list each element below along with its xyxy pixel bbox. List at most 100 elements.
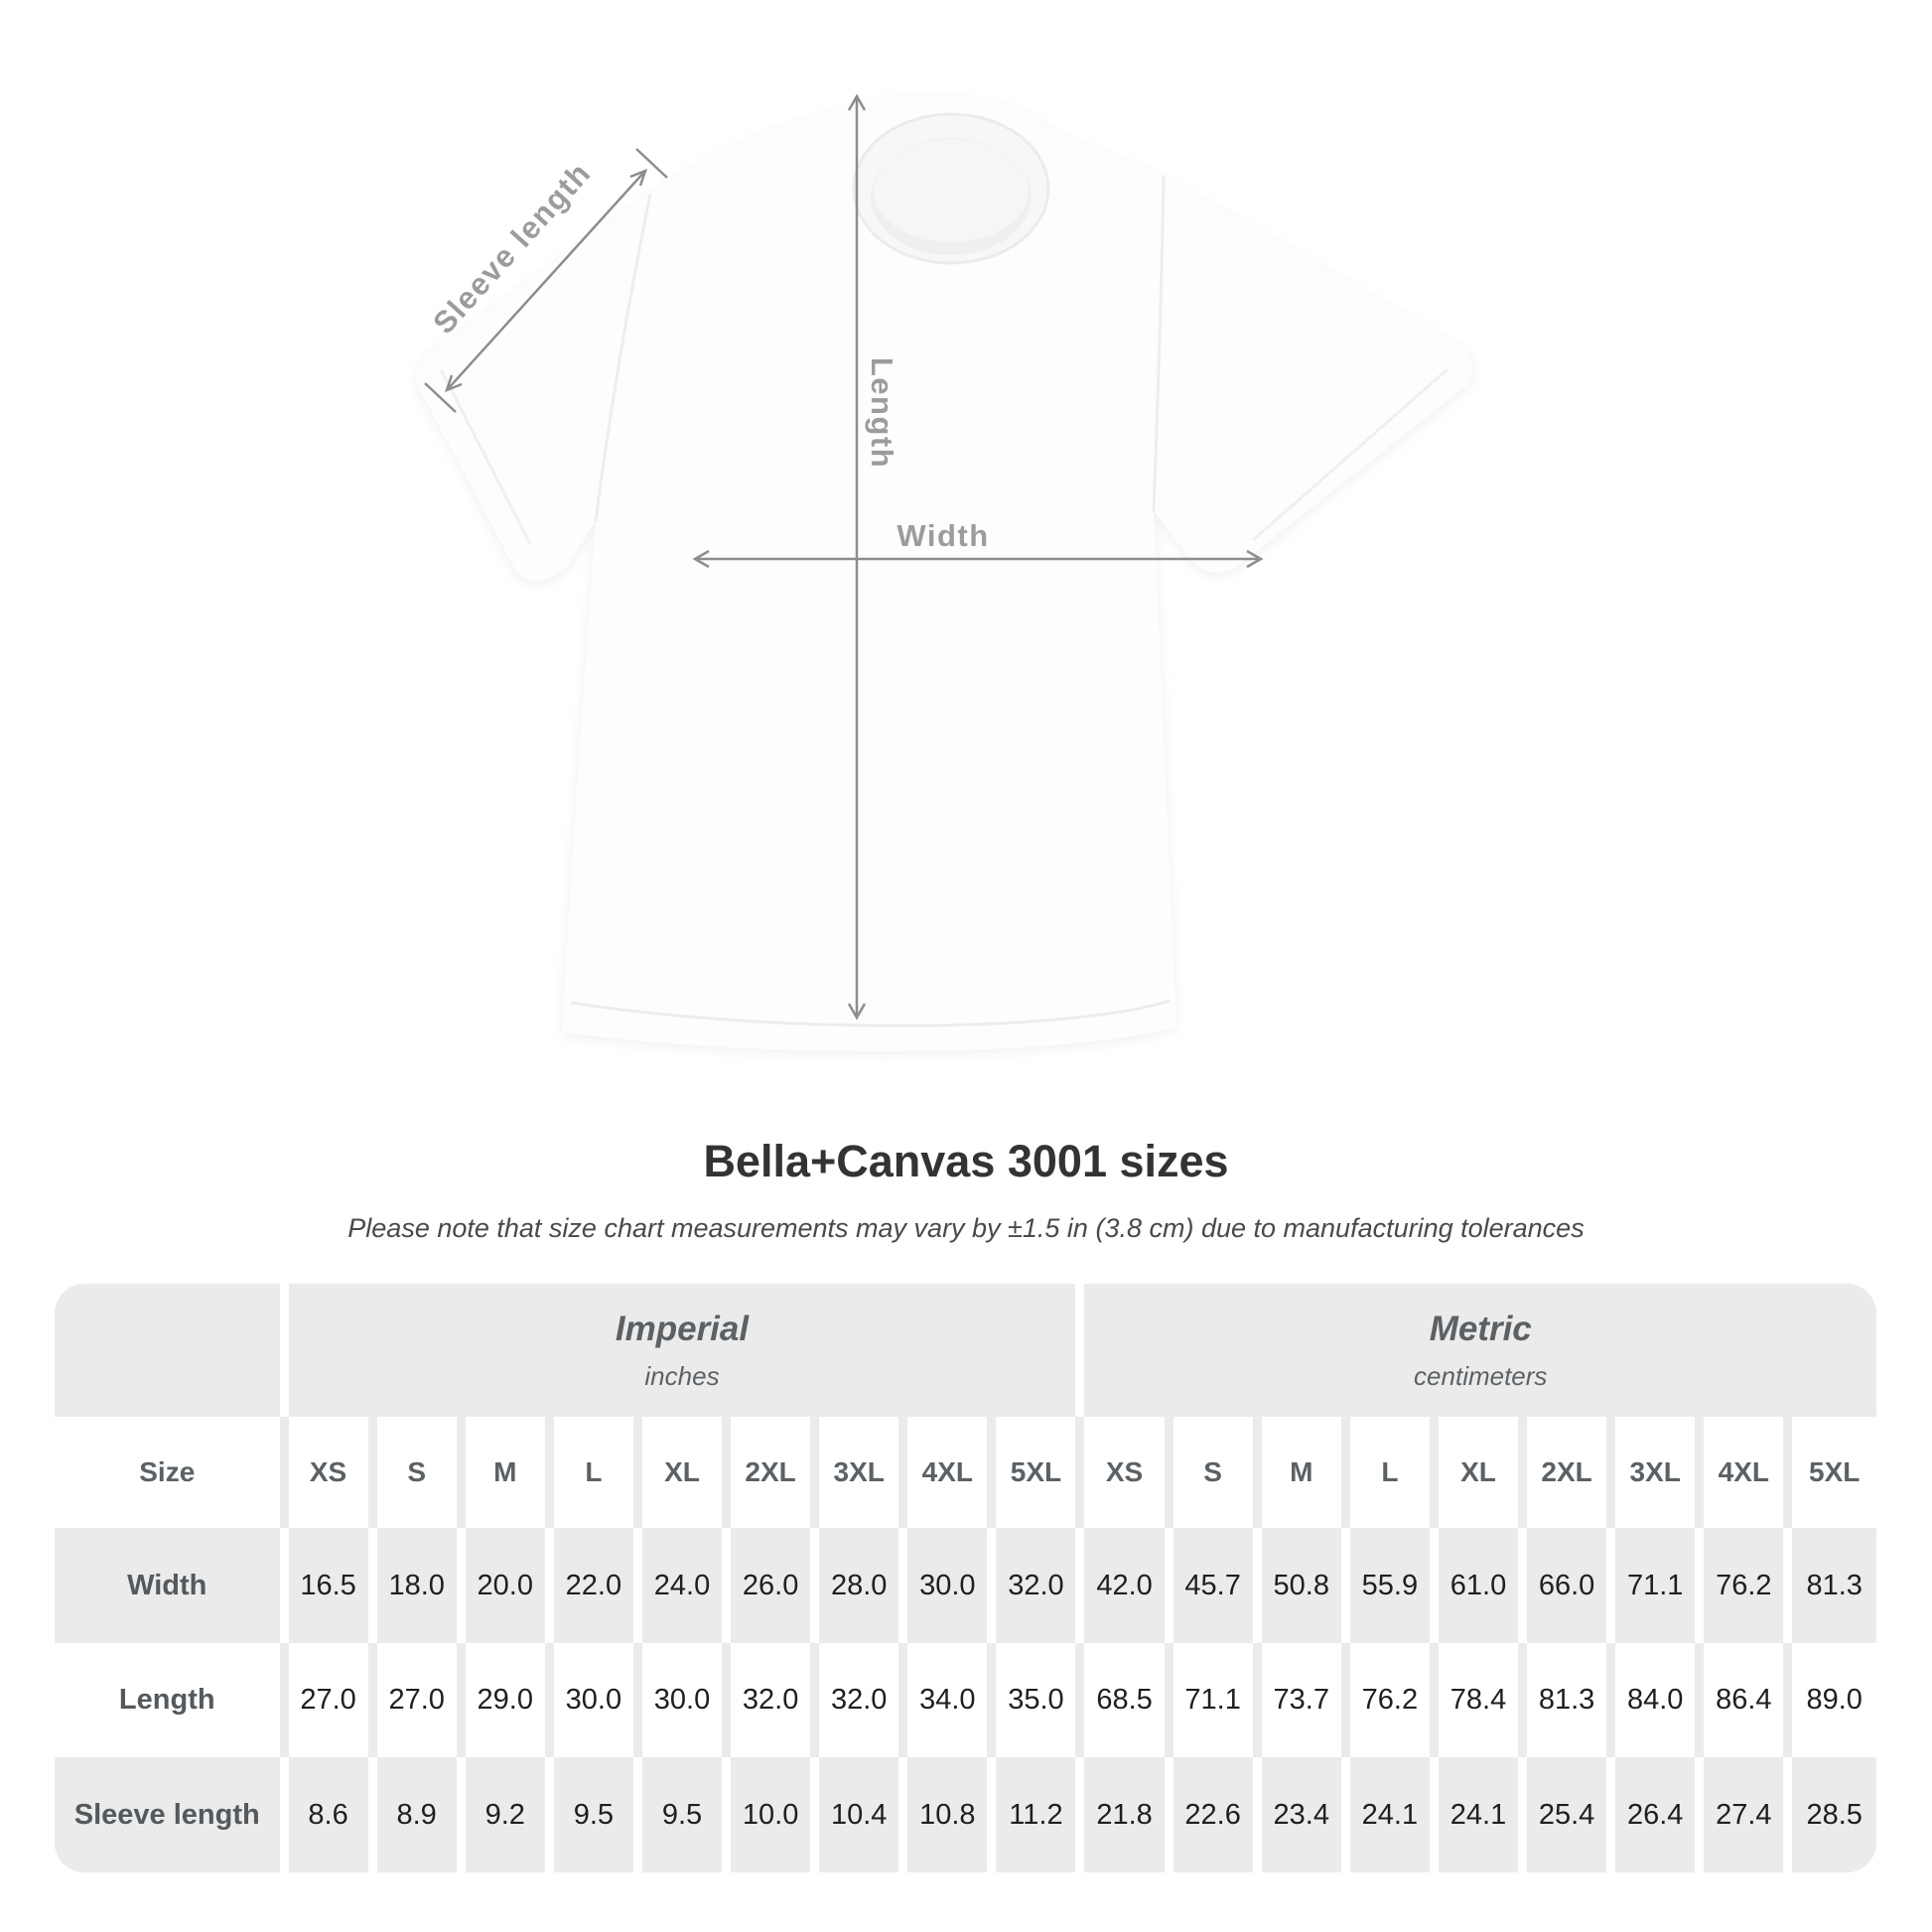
value-cell: 27.0	[279, 1643, 373, 1757]
value-cell: 86.4	[1695, 1643, 1788, 1757]
size-col-7: 4XL	[898, 1417, 992, 1528]
size-col-17: 5XL	[1783, 1417, 1876, 1528]
value-cell: 24.1	[1340, 1757, 1435, 1872]
value-cell: 16.5	[279, 1528, 373, 1643]
size-col-8: 5XL	[987, 1417, 1080, 1528]
value-cell: 68.5	[1075, 1643, 1170, 1757]
value-cell: 32.0	[987, 1528, 1080, 1643]
value-cell: 26.4	[1606, 1757, 1700, 1872]
value-cell: 30.0	[898, 1528, 992, 1643]
table-row: Length 27.0 27.0 29.0 30.0 30.0 32.0 32.0 34.0 35…	[55, 1643, 1876, 1757]
page-title: Bella+Canvas 3001 sizes	[703, 1136, 1229, 1186]
value-cell: 27.0	[367, 1643, 462, 1757]
value-cell: 71.1	[1164, 1643, 1258, 1757]
value-cell: 26.0	[722, 1528, 815, 1643]
value-cell: 9.2	[456, 1757, 550, 1872]
size-col-16: 4XL	[1695, 1417, 1788, 1528]
width-label: Width	[897, 518, 990, 553]
value-cell: 73.7	[1252, 1643, 1346, 1757]
value-cell: 42.0	[1075, 1528, 1170, 1643]
value-cell: 30.0	[544, 1643, 638, 1757]
group-header-row: Imperial inches Metric centimeters	[55, 1284, 1876, 1417]
value-cell: 35.0	[987, 1643, 1080, 1757]
imperial-group-header: Imperial inches	[279, 1284, 1080, 1417]
value-cell: 8.6	[279, 1757, 373, 1872]
table-row: Width 16.5 18.0 20.0 22.0 24.0 26.0 28.0 30.0 32.…	[55, 1528, 1876, 1643]
value-cell: 21.8	[1075, 1757, 1170, 1872]
table-row: Sleeve length 8.6 8.9 9.2 9.5 9.5 10.0 10.4 10.8…	[55, 1757, 1876, 1872]
row-label: Sleeve length	[55, 1757, 284, 1872]
value-cell: 45.7	[1164, 1528, 1258, 1643]
imperial-label: Imperial	[615, 1309, 750, 1348]
tshirt-diagram	[416, 93, 1473, 1052]
value-cell: 9.5	[632, 1757, 727, 1872]
size-col-3: L	[544, 1417, 638, 1528]
value-cell: 24.0	[632, 1528, 727, 1643]
value-cell: 66.0	[1518, 1528, 1611, 1643]
value-cell: 23.4	[1252, 1757, 1346, 1872]
value-cell: 10.4	[810, 1757, 903, 1872]
value-cell: 9.5	[544, 1757, 638, 1872]
value-cell: 22.6	[1164, 1757, 1258, 1872]
sleeve-arrow	[424, 148, 668, 413]
size-col-1: S	[367, 1417, 462, 1528]
size-col-9: XS	[1075, 1417, 1170, 1528]
size-col-2: M	[456, 1417, 550, 1528]
value-cell: 10.0	[722, 1757, 815, 1872]
value-cell: 11.2	[987, 1757, 1080, 1872]
value-cell: 89.0	[1783, 1643, 1876, 1757]
table-corner-cell	[55, 1284, 284, 1417]
value-cell: 20.0	[456, 1528, 550, 1643]
value-cell: 50.8	[1252, 1528, 1346, 1643]
value-cell: 18.0	[367, 1528, 462, 1643]
size-col-10: S	[1164, 1417, 1258, 1528]
value-cell: 30.0	[632, 1643, 727, 1757]
length-arrow	[847, 93, 867, 1021]
value-cell: 55.9	[1340, 1528, 1435, 1643]
size-table-container: Imperial inches Metric centimeters Size XS S M L…	[55, 1284, 1876, 1872]
value-cell: 28.5	[1783, 1757, 1876, 1872]
size-col-4: XL	[632, 1417, 727, 1528]
value-cell: 61.0	[1429, 1528, 1523, 1643]
page-subtitle: Please note that size chart measurements…	[347, 1213, 1585, 1243]
row-label: Length	[55, 1643, 284, 1757]
value-cell: 78.4	[1429, 1643, 1523, 1757]
value-cell: 32.0	[810, 1643, 903, 1757]
size-col-6: 3XL	[810, 1417, 903, 1528]
value-cell: 22.0	[544, 1528, 638, 1643]
size-col-13: XL	[1429, 1417, 1523, 1528]
length-label: Length	[865, 356, 899, 470]
size-col-5: 2XL	[722, 1417, 815, 1528]
size-header-row: Size XS S M L XL 2XL 3XL 4XL 5XL XS S M L XL 2XL 3XL 4XL 5…	[55, 1417, 1876, 1528]
value-cell: 29.0	[456, 1643, 550, 1757]
value-cell: 25.4	[1518, 1757, 1611, 1872]
value-cell: 8.9	[367, 1757, 462, 1872]
size-column-header: Size	[55, 1417, 284, 1528]
tshirt-graphic	[416, 96, 1473, 1052]
imperial-unit: inches	[644, 1360, 720, 1391]
value-cell: 81.3	[1518, 1643, 1611, 1757]
metric-label: Metric	[1429, 1309, 1532, 1348]
size-col-0: XS	[279, 1417, 373, 1528]
value-cell: 32.0	[722, 1643, 815, 1757]
value-cell: 84.0	[1606, 1643, 1700, 1757]
size-col-14: 2XL	[1518, 1417, 1611, 1528]
value-cell: 28.0	[810, 1528, 903, 1643]
size-col-11: M	[1252, 1417, 1346, 1528]
value-cell: 76.2	[1340, 1643, 1435, 1757]
metric-group-header: Metric centimeters	[1075, 1284, 1876, 1417]
width-arrow	[692, 549, 1264, 569]
value-cell: 81.3	[1783, 1528, 1876, 1643]
value-cell: 24.1	[1429, 1757, 1523, 1872]
metric-unit: centimeters	[1414, 1360, 1548, 1391]
value-cell: 76.2	[1695, 1528, 1788, 1643]
size-col-12: L	[1340, 1417, 1435, 1528]
row-label: Width	[55, 1528, 284, 1643]
size-table: Imperial inches Metric centimeters Size XS S M L…	[55, 1284, 1876, 1872]
value-cell: 34.0	[898, 1643, 992, 1757]
value-cell: 10.8	[898, 1757, 992, 1872]
size-col-15: 3XL	[1606, 1417, 1700, 1528]
value-cell: 71.1	[1606, 1528, 1700, 1643]
value-cell: 27.4	[1695, 1757, 1788, 1872]
